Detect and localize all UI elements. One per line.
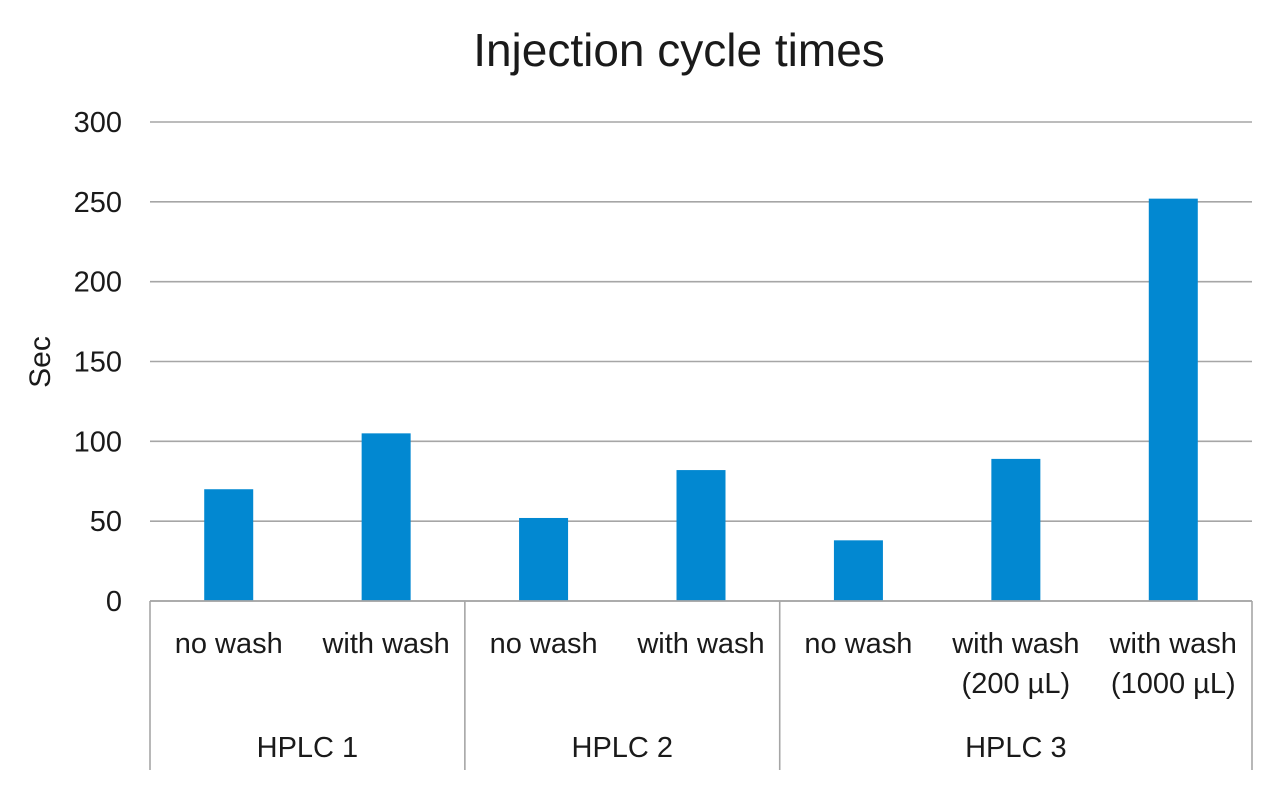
- category-label: with wash: [951, 628, 1079, 660]
- y-tick-label: 150: [74, 347, 122, 379]
- bar: [833, 540, 883, 601]
- y-tick-label: 100: [74, 426, 122, 458]
- chart-title: Injection cycle times: [473, 24, 885, 76]
- group-label: HPLC 1: [257, 732, 359, 764]
- bar: [204, 489, 254, 601]
- group-label: HPLC 2: [572, 732, 674, 764]
- y-tick-label: 300: [74, 107, 122, 139]
- y-axis-label: Sec: [24, 336, 57, 388]
- bar: [519, 517, 569, 601]
- category-label: with wash: [1109, 628, 1237, 660]
- category-label: no wash: [490, 628, 598, 660]
- y-tick-label: 200: [74, 267, 122, 299]
- bar: [676, 470, 726, 601]
- bar: [361, 433, 411, 601]
- category-label: no wash: [804, 628, 912, 660]
- category-label: (1000 µL): [1111, 668, 1236, 700]
- y-tick-label: 250: [74, 187, 122, 219]
- gridlines: [150, 121, 1252, 602]
- category-label: with wash: [321, 628, 449, 660]
- y-tick-labels: 0 50 100 150 200 250 300: [74, 107, 122, 618]
- category-label: no wash: [175, 628, 283, 660]
- y-tick-label: 50: [90, 506, 122, 538]
- x-axis: no wash with wash HPLC 1 no wash with wash HP…: [149, 600, 1253, 770]
- group-label: HPLC 3: [965, 732, 1067, 764]
- bar: [1148, 198, 1198, 601]
- bars: [204, 198, 1198, 601]
- category-label: (200 µL): [962, 668, 1071, 700]
- category-label: with wash: [636, 628, 764, 660]
- bar: [991, 458, 1041, 601]
- y-tick-label: 0: [106, 586, 122, 618]
